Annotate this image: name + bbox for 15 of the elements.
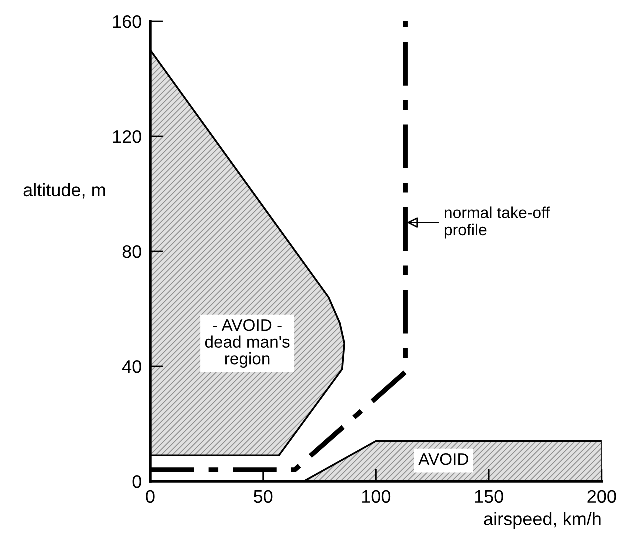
x-tick-label: 150 bbox=[475, 490, 504, 504]
x-tick-label: 200 bbox=[588, 490, 616, 504]
y-axis-title: altitude, m bbox=[24, 183, 106, 199]
x-tick-label: 50 bbox=[254, 490, 273, 504]
y-tick-label: 40 bbox=[122, 360, 142, 374]
annotation: AVOID bbox=[418, 453, 468, 466]
x-tick-label: 0 bbox=[146, 490, 155, 504]
annotation: normal take-off profile bbox=[444, 206, 550, 239]
y-tick-label: 160 bbox=[113, 15, 142, 28]
annotation: - AVOID - dead man's region bbox=[205, 319, 290, 368]
x-tick-label: 100 bbox=[362, 490, 391, 504]
x-axis-title: airspeed, km/h bbox=[484, 512, 601, 530]
y-tick-label: 80 bbox=[122, 245, 142, 258]
y-tick-label: 0 bbox=[132, 475, 142, 488]
y-tick-label: 120 bbox=[113, 130, 142, 144]
